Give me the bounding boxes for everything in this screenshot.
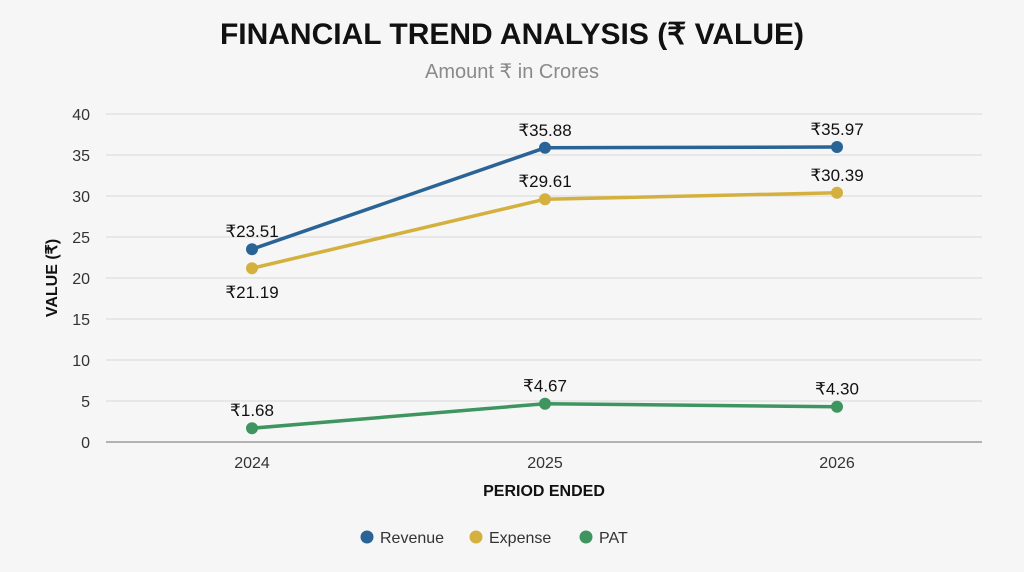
data-label-expense: ₹30.39 <box>810 166 863 185</box>
legend-item-pat: PAT <box>579 530 628 547</box>
x-tick-label: 2026 <box>819 455 855 472</box>
legend-item-revenue: Revenue <box>360 530 444 547</box>
x-tick-label: 2024 <box>234 455 270 472</box>
data-point-expense <box>539 193 551 206</box>
legend: Revenue Expense PAT <box>360 530 628 547</box>
series-pat: ₹1.68 ₹4.67 ₹4.30 <box>230 377 859 435</box>
y-tick-label: 30 <box>72 189 90 206</box>
legend-label-revenue: Revenue <box>380 530 444 547</box>
y-tick-label: 10 <box>72 353 90 370</box>
legend-label-expense: Expense <box>489 530 551 547</box>
x-axis-title: PERIOD ENDED <box>483 483 605 500</box>
data-point-expense <box>246 262 258 275</box>
data-label-expense: ₹29.61 <box>518 172 571 191</box>
data-point-pat <box>831 400 843 413</box>
x-tick-label: 2025 <box>527 455 563 472</box>
y-tick-label: 20 <box>72 271 90 288</box>
data-label-revenue: ₹23.51 <box>225 222 278 241</box>
data-point-revenue <box>539 141 551 154</box>
y-tick-label: 0 <box>81 435 90 452</box>
chart-subtitle: Amount ₹ in Crores <box>425 61 599 83</box>
y-tick-label: 5 <box>81 394 90 411</box>
data-point-revenue <box>246 243 258 256</box>
series-expense: ₹21.19 ₹29.61 ₹30.39 <box>225 166 863 302</box>
y-tick-label: 40 <box>72 107 90 124</box>
data-label-revenue: ₹35.88 <box>518 121 571 140</box>
data-point-pat <box>246 422 258 435</box>
y-tick-label: 25 <box>72 230 90 247</box>
series-layer: ₹23.51 ₹35.88 ₹35.97 ₹21.19 ₹29.61 ₹30.39 ₹1.6… <box>225 120 864 435</box>
data-label-pat: ₹4.67 <box>523 377 567 396</box>
data-label-pat: ₹1.68 <box>230 401 274 420</box>
legend-swatch-pat <box>579 530 593 544</box>
data-point-expense <box>831 186 843 199</box>
data-label-pat: ₹4.30 <box>815 380 859 399</box>
legend-swatch-revenue <box>360 530 374 544</box>
legend-label-pat: PAT <box>599 530 628 547</box>
legend-swatch-expense <box>469 530 483 544</box>
data-point-pat <box>539 397 551 410</box>
y-axis-title: VALUE (₹) <box>44 239 61 317</box>
data-point-revenue <box>831 141 843 154</box>
series-revenue: ₹23.51 ₹35.88 ₹35.97 <box>225 120 864 256</box>
data-label-revenue: ₹35.97 <box>810 120 863 139</box>
data-label-expense: ₹21.19 <box>225 283 278 302</box>
legend-item-expense: Expense <box>469 530 551 547</box>
chart-title: FINANCIAL TREND ANALYSIS (₹ VALUE) <box>220 18 804 51</box>
y-tick-label: 15 <box>72 312 90 329</box>
y-tick-label: 35 <box>72 148 90 165</box>
